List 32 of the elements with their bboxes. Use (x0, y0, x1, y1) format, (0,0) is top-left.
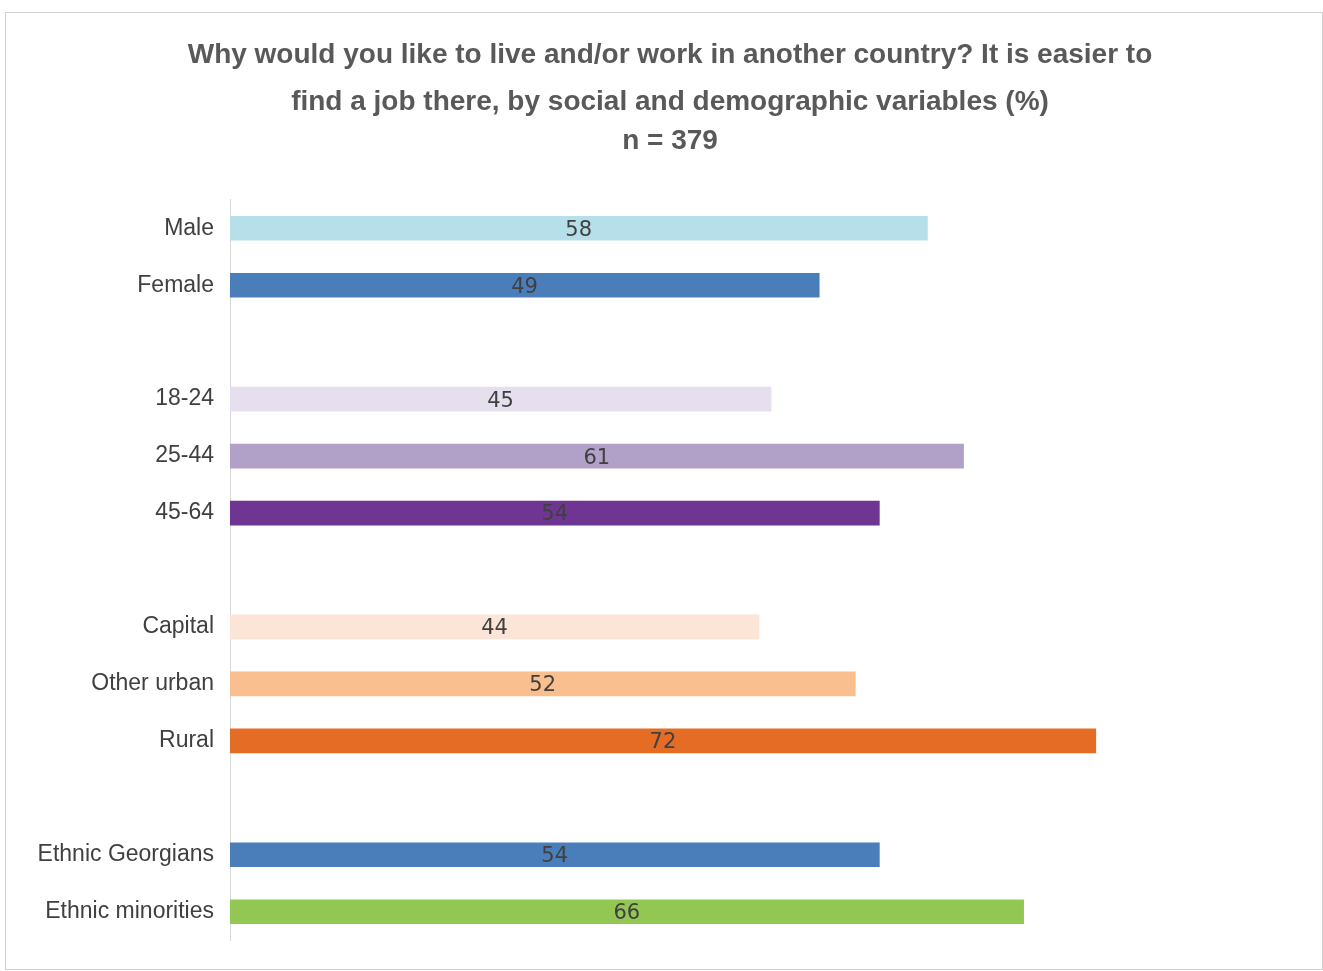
bar (230, 443, 964, 469)
y-tick-label: Capital (142, 612, 214, 639)
chart-subtitle: n = 379 (621, 124, 719, 156)
data-label: 49 (511, 273, 538, 298)
bar (230, 671, 856, 697)
data-label: 52 (529, 672, 557, 697)
bar (230, 899, 1024, 925)
y-tick-label: 18-24 (155, 384, 215, 411)
bar (230, 500, 880, 526)
y-tick-label: Other urban (91, 669, 214, 696)
data-label: 54 (541, 843, 569, 868)
y-tick-label: Male (164, 213, 214, 240)
data-label: 54 (541, 501, 569, 526)
y-tick-label: Ethnic Georgians (37, 840, 214, 867)
bar (230, 386, 772, 412)
data-label: 44 (481, 615, 508, 640)
y-tick-label: 45-64 (155, 498, 215, 525)
y-tick-label: 25-44 (155, 441, 215, 468)
data-label: 58 (565, 216, 593, 241)
data-label: 72 (649, 729, 677, 754)
bar (230, 272, 820, 298)
chart-title: Why would you like to live and/or work in another country? It is easier to find a job there, by social and demographic variables (%) (186, 37, 1154, 118)
data-label: 61 (583, 444, 611, 469)
data-label: 45 (487, 387, 514, 412)
bar (230, 728, 1097, 754)
y-tick-label: Female (137, 270, 214, 297)
bar (230, 215, 928, 241)
data-label: 66 (613, 900, 641, 925)
y-tick-label: Rural (159, 726, 214, 753)
bar (230, 614, 760, 640)
y-tick-label: Ethnic minorities (45, 897, 214, 924)
bar (230, 842, 880, 868)
